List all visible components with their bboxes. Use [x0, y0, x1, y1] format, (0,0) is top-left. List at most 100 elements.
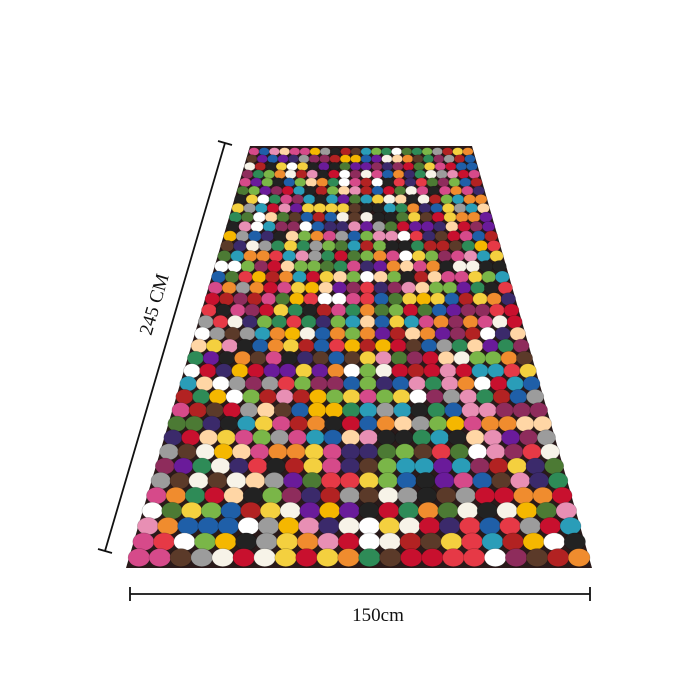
felt-ball — [224, 326, 241, 341]
felt-ball — [372, 240, 387, 252]
felt-ball — [250, 177, 263, 188]
felt-ball — [512, 338, 530, 354]
felt-ball — [281, 486, 303, 505]
felt-ball — [221, 338, 238, 354]
felt-ball — [457, 169, 470, 180]
felt-ball — [254, 260, 269, 273]
felt-ball — [374, 314, 391, 329]
felt-ball — [402, 292, 418, 306]
felt-ball — [190, 548, 214, 567]
felt-ball — [434, 230, 449, 242]
felt-ball — [269, 250, 284, 263]
felt-ball — [283, 240, 298, 252]
felt-ball — [340, 147, 352, 156]
felt-ball — [349, 185, 362, 196]
felt-ball — [360, 169, 373, 180]
felt-ball — [415, 472, 436, 490]
felt-ball — [378, 532, 401, 551]
felt-ball — [397, 486, 418, 505]
felt-ball — [289, 202, 303, 214]
felt-ball — [328, 338, 346, 354]
felt-ball — [328, 161, 341, 172]
felt-ball — [141, 501, 163, 520]
felt-ball — [381, 169, 394, 180]
felt-ball — [327, 363, 345, 379]
felt-ball — [315, 185, 328, 196]
felt-ball — [300, 211, 314, 223]
felt-ball — [226, 472, 247, 490]
felt-ball — [343, 363, 361, 379]
felt-ball — [347, 240, 362, 252]
felt-ball — [463, 250, 478, 263]
felt-ball — [421, 147, 433, 156]
felt-ball — [231, 443, 252, 461]
felt-ball — [394, 194, 408, 205]
felt-ball — [519, 363, 537, 379]
felt-ball — [383, 194, 396, 205]
felt-ball — [247, 363, 265, 379]
felt-ball — [320, 486, 341, 505]
felt-ball — [345, 292, 361, 306]
felt-ball — [289, 147, 301, 156]
felt-ball — [395, 443, 415, 461]
felt-ball — [447, 429, 467, 446]
felt-ball — [309, 240, 323, 252]
felt-ball — [492, 260, 507, 273]
felt-ball — [237, 415, 256, 432]
felt-ball — [374, 338, 392, 354]
felt-ball — [376, 415, 396, 432]
felt-ball — [248, 185, 261, 196]
felt-ball — [493, 486, 515, 505]
felt-ball — [452, 260, 467, 273]
felt-ball — [339, 154, 352, 164]
felt-ball — [438, 517, 461, 536]
felt-ball — [422, 350, 439, 366]
felt-ball — [205, 402, 225, 419]
felt-ball — [458, 292, 474, 306]
felt-ball — [466, 338, 484, 354]
felt-ball — [383, 211, 397, 223]
felt-ball — [275, 389, 294, 405]
felt-ball — [408, 221, 423, 233]
felt-ball — [424, 376, 443, 392]
felt-ball — [402, 154, 414, 164]
felt-ball — [433, 154, 445, 164]
felt-ball — [252, 211, 266, 223]
felt-ball — [179, 376, 198, 392]
felt-ball — [271, 314, 288, 329]
felt-ball — [204, 292, 220, 306]
felt-ball — [159, 443, 179, 461]
felt-ball — [503, 303, 520, 317]
felt-ball — [476, 250, 491, 263]
felt-ball — [250, 443, 270, 461]
felt-ball — [274, 548, 297, 567]
felt-ball — [443, 211, 457, 223]
felt-ball — [252, 429, 272, 446]
felt-ball — [391, 147, 403, 156]
felt-ball — [461, 185, 474, 196]
felt-ball — [311, 363, 329, 379]
felt-ball — [408, 376, 426, 392]
felt-ball — [292, 389, 311, 405]
felt-ball — [333, 260, 348, 273]
felt-ball — [416, 292, 432, 306]
felt-ball — [188, 472, 209, 490]
felt-ball — [288, 211, 302, 223]
felt-ball — [281, 350, 298, 366]
felt-ball — [398, 240, 412, 252]
felt-ball — [239, 402, 259, 419]
felt-ball — [287, 154, 300, 164]
felt-ball — [348, 202, 362, 214]
felt-ball — [507, 457, 527, 475]
felt-ball — [344, 338, 361, 354]
felt-ball — [450, 250, 465, 263]
felt-ball — [393, 415, 413, 432]
felt-ball — [231, 202, 245, 214]
felt-ball — [265, 161, 277, 172]
felt-ball — [567, 548, 591, 567]
felt-ball — [402, 161, 415, 172]
felt-ball — [467, 443, 488, 461]
felt-ball — [177, 517, 199, 536]
felt-ball — [220, 240, 235, 252]
